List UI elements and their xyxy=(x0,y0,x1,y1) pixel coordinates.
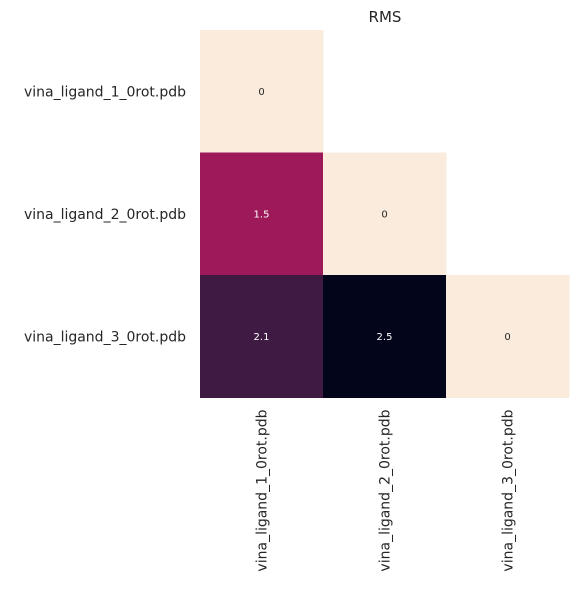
cell-value-label-r2-c2: 0 xyxy=(381,209,387,220)
row-label-3: vina_ligand_3_0rot.pdb xyxy=(24,329,186,345)
heatmap-cell-r3-c1 xyxy=(200,275,324,398)
column-label-2: vina_ligand_2_0rot.pdb xyxy=(378,409,394,571)
heatmap-cell-r1-c1 xyxy=(200,30,324,153)
heatmap-cell-r2-c1 xyxy=(200,152,324,276)
heatmap-cell-r2-c2 xyxy=(323,152,447,276)
column-labels: vina_ligand_1_0rot.pdb vina_ligand_2_0rot… xyxy=(255,409,517,571)
cell-value-label-r3-c2: 2.5 xyxy=(377,332,393,343)
cells-layer: 0 1.5 0 2.1 2.5 0 xyxy=(200,30,570,398)
column-label-1: vina_ligand_1_0rot.pdb xyxy=(255,409,271,571)
row-label-2: vina_ligand_2_0rot.pdb xyxy=(24,207,186,223)
cell-value-label-r3-c1: 2.1 xyxy=(254,332,270,343)
chart-title: RMS xyxy=(369,8,402,26)
cell-value-label-r3-c3: 0 xyxy=(504,332,510,343)
cell-value-label-r1-c1: 0 xyxy=(258,87,264,98)
column-label-3: vina_ligand_3_0rot.pdb xyxy=(501,409,517,571)
heatmap-cell-r3-c2 xyxy=(323,275,447,398)
heatmap-cell-r3-c3 xyxy=(446,275,570,398)
row-label-1: vina_ligand_1_0rot.pdb xyxy=(24,84,186,100)
row-labels: vina_ligand_1_0rot.pdb vina_ligand_2_0rot… xyxy=(24,84,186,345)
cell-value-label-r2-c1: 1.5 xyxy=(254,209,270,220)
